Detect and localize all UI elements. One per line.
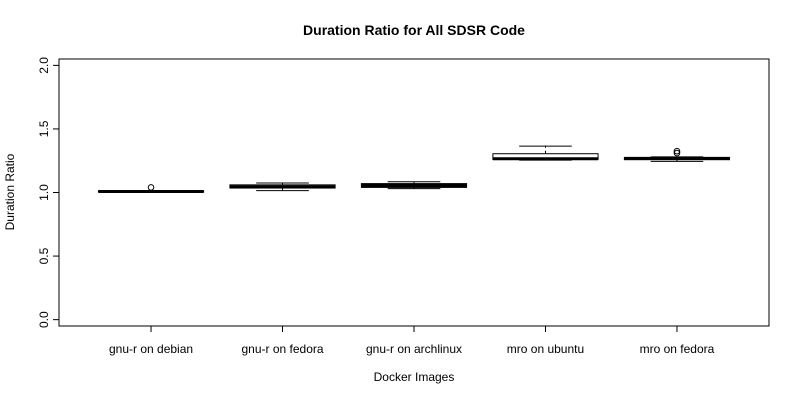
x-tick-label: mro on ubuntu xyxy=(507,342,584,356)
y-tick-label: 1.5 xyxy=(37,120,51,137)
y-tick-label: 0.5 xyxy=(37,247,51,264)
y-tick-label: 2.0 xyxy=(37,57,51,74)
boxes-group xyxy=(97,145,731,193)
box-plot-4 xyxy=(492,145,599,161)
x-axis-label: Docker Images xyxy=(374,370,455,384)
outlier-point xyxy=(147,184,155,191)
box-plot-5 xyxy=(623,147,731,162)
box-plot-3 xyxy=(360,181,468,190)
y-axis: 0.0 0.5 1.0 1.5 2.0 xyxy=(37,57,60,328)
outlier-point xyxy=(673,147,681,155)
box-plot-2 xyxy=(229,182,336,192)
y-axis-label: Duration Ratio xyxy=(3,153,17,230)
x-tick-label: gnu-r on debian xyxy=(109,342,193,356)
box-plot-1 xyxy=(97,184,205,193)
outlier-point xyxy=(673,149,681,157)
y-tick-label: 1.0 xyxy=(37,184,51,201)
x-axis: gnu-r on debian gnu-r on fedora gnu-r on a… xyxy=(109,326,715,356)
x-tick-label: mro on fedora xyxy=(640,342,715,356)
x-tick-label: gnu-r on fedora xyxy=(241,342,323,356)
x-tick-label: gnu-r on archlinux xyxy=(366,342,462,356)
y-tick-label: 0.0 xyxy=(37,311,51,328)
chart-title: Duration Ratio for All SDSR Code xyxy=(303,22,525,38)
